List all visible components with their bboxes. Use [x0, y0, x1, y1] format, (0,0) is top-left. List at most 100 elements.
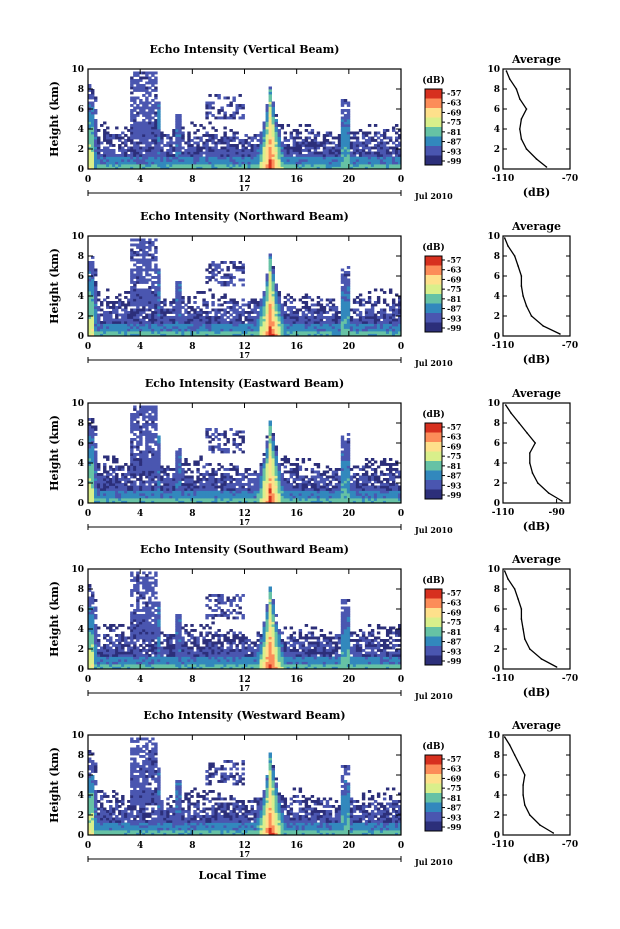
heatmap-cell [166, 159, 170, 162]
heatmap-cell [310, 308, 315, 312]
heatmap-cell [352, 318, 357, 322]
heatmap-cell [103, 298, 107, 302]
heatmap-cell [295, 490, 300, 494]
heatmap-cell [181, 485, 185, 489]
heatmap-cell [151, 156, 155, 160]
heatmap-cell [199, 156, 203, 160]
heatmap-cell [175, 316, 179, 319]
heatmap-cell [157, 301, 161, 304]
heatmap-cell [259, 303, 263, 307]
heatmap-cell [256, 473, 260, 476]
heatmap-cell [133, 458, 137, 461]
heatmap-cell [289, 136, 294, 140]
heatmap-cell [385, 149, 390, 152]
heatmap-cell [97, 473, 101, 476]
heatmap-cell [325, 318, 330, 322]
heatmap-cell [376, 323, 381, 327]
heatmap-cell [163, 500, 167, 504]
heatmap-cell [337, 164, 342, 167]
heatmap-cell [208, 94, 212, 97]
heatmap-cell [205, 321, 209, 324]
heatmap-cell [118, 468, 122, 471]
heatmap-cell [97, 318, 101, 322]
heatmap-cell [283, 144, 288, 147]
heatmap-cell [133, 136, 137, 140]
heatmap-cell [187, 500, 191, 504]
heatmap-cell [268, 450, 272, 454]
heatmap-cell [334, 316, 339, 319]
heatmap-cell [124, 159, 128, 162]
heatmap-cell [133, 131, 137, 135]
heatmap-cell [118, 483, 122, 486]
heatmap-cell [223, 473, 227, 476]
heatmap-cell [265, 313, 269, 317]
heatmap-cell [88, 286, 92, 289]
heatmap-cell [232, 443, 236, 446]
heatmap-cell [367, 316, 372, 319]
heatmap-cell [253, 161, 257, 165]
heatmap-cell [322, 144, 327, 147]
heatmap-cell [217, 166, 221, 170]
heatmap-cell [112, 498, 116, 501]
heatmap-cell [310, 316, 315, 319]
heatmap-cell [268, 166, 272, 170]
heatmap-cell [205, 331, 209, 334]
heatmap-cell [265, 131, 269, 135]
heatmap-cell [268, 104, 272, 107]
heatmap-cell [337, 311, 342, 314]
heatmap-cell [127, 316, 131, 319]
heatmap-cell [136, 154, 140, 157]
heatmap-cell [133, 258, 137, 262]
heatmap-cell [232, 488, 236, 491]
heatmap-cell [199, 485, 203, 489]
heatmap-cell [142, 430, 146, 434]
heatmap-cell [124, 144, 128, 147]
heatmap-cell [343, 273, 348, 277]
heatmap-cell [136, 291, 140, 294]
heatmap-cell [184, 151, 188, 155]
heatmap-cell [280, 144, 285, 147]
heatmap-cell [271, 495, 275, 499]
heatmap-cell [232, 164, 236, 167]
heatmap-cell [142, 410, 146, 414]
heatmap-cell [268, 500, 272, 504]
heatmap-cell [232, 468, 236, 471]
heatmap-cell [142, 129, 146, 132]
heatmap-cell [283, 318, 288, 322]
heatmap-cell [301, 333, 306, 337]
heatmap-cell [172, 480, 176, 484]
heatmap-cell [274, 455, 279, 459]
heatmap-cell [151, 455, 155, 459]
heatmap-cell [91, 159, 95, 162]
heatmap-cell [208, 101, 212, 105]
heatmap-cell [355, 328, 360, 332]
heatmap-cell [187, 161, 191, 165]
heatmap-cell [94, 151, 98, 155]
heatmap-cell [178, 119, 182, 122]
heatmap-cell [91, 134, 95, 137]
heatmap-cell [247, 154, 251, 157]
heatmap-cell [109, 134, 113, 137]
heatmap-cell [316, 311, 321, 314]
heatmap-cell [163, 480, 167, 484]
heatmap-cell [121, 156, 125, 160]
heatmap-cell [262, 318, 266, 322]
heatmap-cell [295, 468, 300, 471]
heatmap-cell [313, 303, 318, 307]
heatmap-cell [142, 136, 146, 140]
heatmap-cell [382, 166, 387, 170]
heatmap-cell [199, 333, 203, 337]
heatmap-cell [244, 490, 248, 494]
heatmap-cell [175, 500, 179, 504]
heatmap-cell [352, 161, 357, 165]
heatmap-cell [106, 326, 110, 329]
heatmap-cell [280, 485, 285, 489]
heatmap-cell [328, 149, 333, 152]
heatmap-cell [220, 151, 224, 155]
heatmap-cell [148, 278, 152, 282]
heatmap-cell [124, 323, 128, 327]
heatmap-cell [265, 166, 269, 170]
heatmap-cell [304, 480, 309, 484]
heatmap-cell [202, 498, 206, 501]
heatmap-cell [148, 146, 152, 150]
